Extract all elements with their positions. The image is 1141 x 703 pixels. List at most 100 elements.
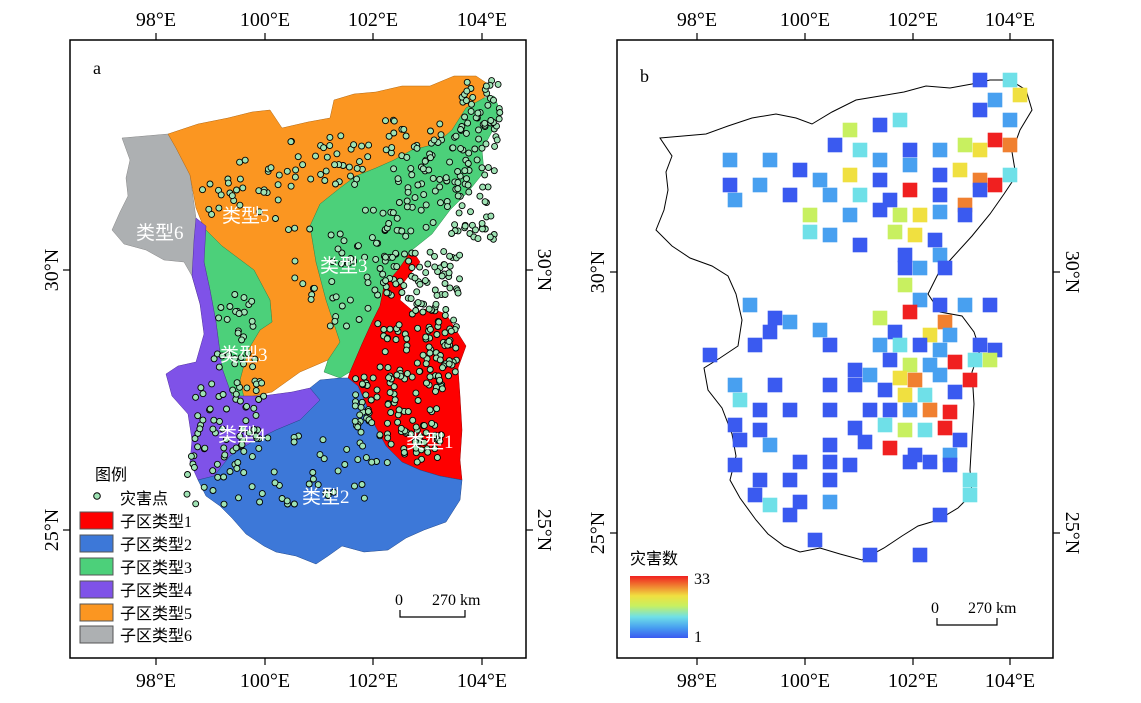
hazard-point	[231, 291, 239, 298]
grid-cell	[792, 454, 808, 470]
hazard-point	[194, 443, 202, 451]
hazard-point	[190, 463, 198, 471]
hazard-point	[422, 223, 430, 231]
grid-cell	[892, 112, 908, 128]
hazard-point	[305, 480, 313, 488]
hazard-point	[445, 360, 453, 368]
grid-cell	[847, 377, 863, 393]
hazard-point	[333, 150, 341, 158]
grid-cell	[752, 177, 768, 193]
grid-cell	[847, 362, 863, 378]
hazard-point	[484, 101, 492, 109]
hazard-point	[216, 417, 223, 425]
hazard-point	[272, 215, 279, 222]
hazard-point	[411, 249, 419, 257]
hazard-point	[220, 444, 228, 452]
hazard-point	[436, 376, 444, 384]
hazard-point	[393, 214, 401, 222]
hazard-point	[384, 364, 392, 372]
hazard-point	[487, 212, 495, 220]
hazard-count-legend: 灾害数 33 1	[630, 550, 710, 646]
hazard-point	[390, 383, 398, 391]
hazard-point	[463, 175, 470, 183]
hazard-point	[249, 363, 257, 371]
hazard-point	[338, 249, 346, 257]
hazard-point	[242, 417, 250, 425]
hazard-point	[468, 221, 476, 229]
hazard-point	[404, 188, 412, 196]
hazard-point	[419, 308, 427, 316]
hazard-point	[446, 262, 454, 270]
hazard-point	[484, 164, 492, 172]
hazard-point	[413, 288, 421, 296]
hazard-point	[439, 364, 446, 372]
hazard-point	[454, 289, 462, 297]
hazard-point	[231, 355, 239, 363]
hazard-point	[420, 422, 428, 430]
hazard-point	[416, 263, 424, 271]
hazard-point	[373, 393, 381, 401]
grid-cell	[967, 352, 983, 368]
grid-cell	[852, 142, 868, 158]
hazard-point	[354, 242, 362, 250]
hazard-point	[260, 392, 268, 400]
legend-swatch-type5	[79, 603, 114, 622]
hazard-point	[326, 133, 334, 141]
panel-a: 类型6 类型5 类型3 类型3 类型4 类型1 类型2 a 图例 灾害点 子区类…	[41, 9, 555, 692]
hazard-point	[414, 181, 422, 189]
grid-cell	[982, 352, 998, 368]
scale-bar-b-line	[936, 618, 998, 626]
hazard-points-layer	[183, 77, 504, 508]
hazard-point	[431, 263, 439, 271]
grid-cell	[852, 237, 868, 253]
hazard-point	[312, 152, 319, 160]
hazard-point	[411, 194, 419, 202]
grid-cell	[902, 454, 918, 470]
hazard-point	[454, 168, 462, 175]
grid-cell	[962, 372, 978, 388]
hazard-point	[452, 132, 460, 140]
hazard-point	[255, 396, 263, 403]
legend-label-type1: 子区类型1	[120, 513, 192, 531]
grid-cell	[932, 142, 948, 158]
hazard-point	[362, 454, 370, 462]
hazard-point	[426, 248, 434, 256]
grid-cell	[742, 297, 758, 313]
hazard-point	[221, 451, 229, 459]
panel-b-lat-left-30: 30°N	[587, 251, 609, 293]
hazard-point	[385, 374, 393, 382]
grid-cell	[782, 507, 798, 523]
hazard-point	[462, 129, 470, 137]
hazard-point	[234, 459, 242, 466]
grid-cell	[822, 437, 838, 453]
hazard-point	[291, 257, 299, 265]
hazard-point	[403, 346, 410, 354]
hazard-point	[358, 380, 366, 388]
hazard-point	[417, 446, 425, 454]
hazard-point	[449, 144, 457, 152]
legend-label-type5: 子区类型5	[120, 605, 192, 623]
grid-cell	[732, 392, 748, 408]
hazard-point	[228, 192, 236, 200]
hazard-point	[432, 300, 440, 308]
hazard-point	[357, 403, 365, 411]
hazard-point	[426, 406, 434, 414]
hazard-point	[351, 180, 359, 188]
panel-b-lon-bottom-98: 98°E	[677, 670, 717, 692]
hazard-point	[395, 406, 403, 414]
hazard-point	[316, 451, 324, 459]
hazard-point	[352, 375, 360, 383]
grid-cell	[847, 420, 863, 436]
panel-a-lon-bottom-102: 102°E	[348, 670, 398, 692]
hazard-point	[356, 411, 364, 419]
panel-a-ticks	[63, 33, 533, 665]
hazard-point	[199, 416, 207, 424]
hazard-point	[426, 373, 434, 381]
grid-cell	[877, 382, 893, 398]
hazard-point	[361, 206, 369, 214]
grid-cell	[762, 437, 778, 453]
grid-cell	[892, 207, 908, 223]
grid-cell	[792, 494, 808, 510]
grid-cell	[912, 547, 928, 563]
hazard-point	[463, 78, 471, 86]
